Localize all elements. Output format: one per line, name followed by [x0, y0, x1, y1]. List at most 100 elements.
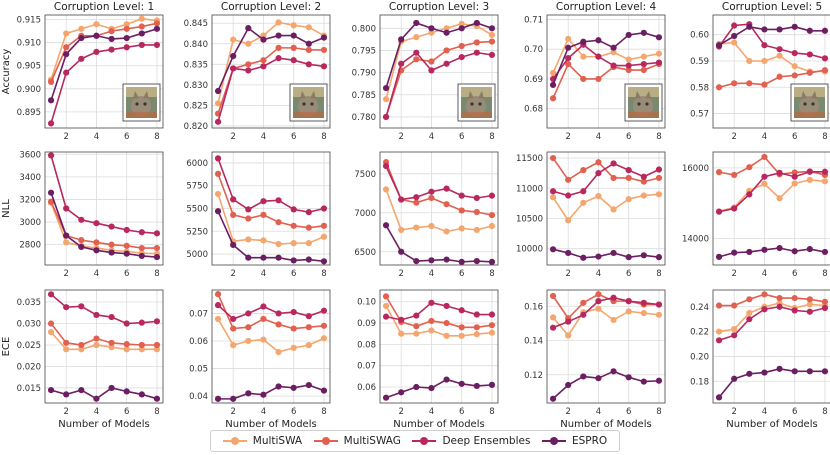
data-point-espro — [806, 246, 813, 253]
data-point-multiswa — [776, 52, 783, 59]
data-point-multiswag — [153, 20, 161, 27]
data-point-espro — [610, 368, 617, 375]
data-point-deep-ensembles — [610, 160, 617, 167]
data-point-multiswa — [549, 314, 557, 321]
data-point-espro — [320, 258, 328, 265]
x-tick-label: 2 — [731, 269, 736, 279]
x-tick-label: 2 — [63, 407, 68, 417]
data-point-espro — [473, 258, 480, 265]
panel-nll-level-4: 10000 10500 11000 11500 2 4 6 8 — [516, 151, 666, 279]
data-point-deep-ensembles — [230, 315, 237, 323]
data-point-deep-ensembles — [93, 220, 100, 227]
data-point-multiswag — [625, 66, 632, 74]
panel-nll-level-3: 6500 7000 7500 2 4 6 8 — [354, 151, 499, 279]
data-point-espro — [565, 381, 572, 389]
y-tick-label: 0.020 — [17, 362, 41, 372]
data-point-deep-ensembles — [458, 53, 465, 61]
x-tick-label: 2 — [565, 269, 570, 279]
data-point-espro — [565, 44, 572, 51]
data-point-espro — [245, 254, 252, 261]
data-point-multiswag — [640, 178, 647, 185]
data-point-espro — [625, 31, 632, 39]
data-point-multiswa — [655, 311, 663, 318]
data-point-deep-ensembles — [655, 301, 663, 308]
data-point-deep-ensembles — [565, 318, 572, 325]
data-point-espro — [776, 365, 783, 372]
y-tick-label: 0.790 — [352, 69, 376, 79]
data-point-multiswa — [305, 240, 312, 247]
thumbnail-sky — [126, 87, 157, 97]
data-point-multiswa — [549, 194, 557, 201]
data-point-espro — [821, 248, 829, 256]
data-point-espro — [305, 40, 312, 47]
series-line-multiswag — [385, 161, 493, 216]
data-point-deep-ensembles — [746, 191, 753, 198]
y-tick-label: 5000 — [186, 250, 208, 260]
data-point-deep-ensembles — [320, 63, 328, 70]
axes-frame — [379, 289, 499, 404]
data-point-deep-ensembles — [565, 55, 572, 62]
panel-title: Corruption Level: 4 — [556, 1, 657, 13]
data-point-deep-ensembles — [731, 22, 738, 29]
cat-ear-right — [645, 91, 651, 99]
data-point-multiswag — [488, 212, 496, 219]
thumbnail-foreground — [126, 112, 157, 118]
data-point-deep-ensembles — [93, 311, 100, 319]
data-point-multiswag — [108, 28, 115, 35]
y-tick-label: 3600 — [19, 150, 41, 160]
y-tick-label: 0.09 — [357, 319, 376, 329]
data-point-multiswa — [305, 24, 312, 31]
data-point-espro — [260, 36, 267, 43]
data-point-multiswag — [549, 292, 557, 300]
data-point-multiswa — [63, 30, 70, 37]
y-tick-label: 0.905 — [17, 62, 41, 72]
data-point-espro — [413, 19, 420, 27]
data-point-multiswa — [47, 329, 55, 336]
data-point-deep-ensembles — [138, 41, 145, 49]
data-point-espro — [595, 375, 602, 382]
data-point-multiswa — [610, 49, 617, 56]
data-point-espro — [458, 25, 465, 32]
thumbnail-foreground — [628, 112, 659, 118]
data-point-multiswag — [731, 80, 738, 87]
data-point-espro — [153, 395, 161, 402]
data-point-deep-ensembles — [776, 303, 783, 310]
legend-swatch-espro — [541, 436, 566, 446]
data-point-espro — [610, 249, 617, 257]
data-point-espro — [275, 254, 282, 261]
data-point-deep-ensembles — [549, 188, 557, 195]
data-point-deep-ensembles — [320, 307, 328, 314]
x-tick-label: 4 — [762, 269, 767, 279]
data-point-multiswag — [458, 207, 465, 214]
x-tick-label: 4 — [596, 407, 601, 417]
data-point-espro — [791, 23, 798, 30]
data-point-espro — [791, 368, 798, 375]
y-tick-label: 0.780 — [352, 113, 376, 123]
data-point-multiswag — [746, 80, 753, 87]
data-point-espro — [428, 384, 435, 392]
x-tick-label: 4 — [596, 132, 601, 142]
x-tick-label: 2 — [230, 269, 235, 279]
cat-eye-left — [302, 102, 306, 106]
data-point-multiswag — [821, 67, 829, 74]
x-tick-label: 4 — [596, 269, 601, 279]
data-point-multiswa — [443, 25, 450, 32]
data-point-deep-ensembles — [806, 168, 813, 175]
y-tick-label: 0.71 — [524, 15, 543, 25]
data-point-espro — [398, 36, 405, 43]
x-tick-label: 6 — [792, 269, 797, 279]
data-point-multiswag — [47, 78, 55, 85]
x-tick-label: 2 — [230, 407, 235, 417]
data-point-deep-ensembles — [153, 230, 161, 237]
y-tick-label: 0.58 — [690, 83, 709, 93]
data-point-espro — [123, 388, 130, 395]
data-point-multiswag — [123, 341, 130, 348]
data-point-multiswag — [428, 317, 435, 325]
data-point-multiswag — [640, 66, 647, 74]
data-point-espro — [443, 376, 450, 383]
y-tick-label: 0.60 — [690, 31, 709, 41]
data-point-multiswa — [138, 15, 145, 22]
data-point-multiswa — [610, 316, 617, 324]
data-point-multiswag — [214, 291, 222, 298]
data-point-deep-ensembles — [275, 197, 282, 204]
